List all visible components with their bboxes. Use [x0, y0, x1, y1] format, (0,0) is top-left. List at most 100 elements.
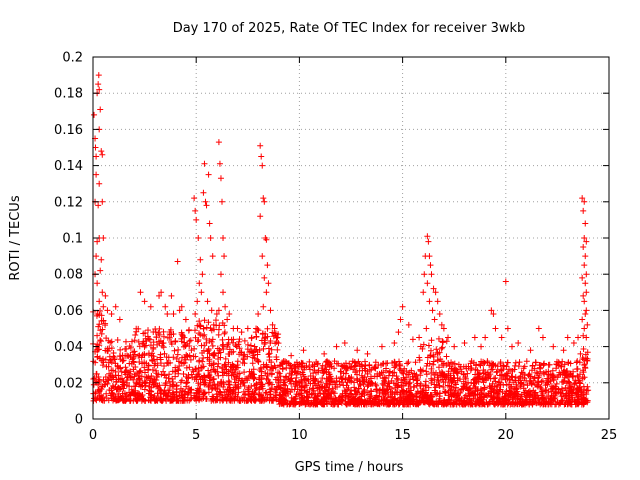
data-point [91, 111, 98, 118]
data-point-dense [200, 363, 207, 370]
data-point-dense [298, 384, 305, 391]
data-point-dense [172, 338, 179, 345]
data-point-dense [465, 386, 472, 393]
data-point-dense [255, 376, 262, 383]
data-point-dense [447, 387, 454, 394]
data-point [147, 303, 154, 310]
data-point-dense [231, 376, 238, 383]
data-point-dense [206, 337, 213, 344]
data-point [354, 347, 361, 354]
data-point-dense [386, 368, 393, 375]
data-point [99, 289, 106, 296]
data-point-dense [524, 392, 531, 399]
data-point-dense [281, 386, 288, 393]
data-point-dense [470, 385, 477, 392]
data-point [202, 198, 209, 205]
data-point-dense [251, 355, 258, 362]
data-point-dense [344, 386, 351, 393]
data-point-dense [241, 360, 248, 367]
data-point-dense [97, 307, 104, 314]
data-point-dense [264, 325, 271, 332]
data-point-dense [225, 339, 232, 346]
data-point-dense [142, 342, 149, 349]
data-point-dense [230, 348, 237, 355]
data-point [581, 262, 588, 269]
data-point-dense [105, 363, 112, 370]
data-point-dense [491, 383, 498, 390]
data-point-dense [574, 365, 581, 372]
data-point [257, 142, 264, 149]
y-tick-label: 0.02 [54, 376, 83, 391]
data-point-dense [528, 367, 535, 374]
data-point-dense [169, 381, 176, 388]
data-point [580, 292, 587, 299]
data-point-dense [568, 401, 575, 408]
data-point-dense [234, 362, 241, 369]
data-point [260, 303, 267, 310]
data-point-dense [298, 396, 305, 403]
data-point-dense [110, 384, 117, 391]
data-point-dense [479, 394, 486, 401]
data-point [579, 195, 586, 202]
data-point-dense [449, 361, 456, 368]
data-point [445, 334, 452, 341]
data-point-dense [505, 391, 512, 398]
data-point-dense [268, 371, 275, 378]
data-point-dense [391, 369, 398, 376]
data-point-dense [561, 401, 568, 408]
data-point-dense [318, 400, 325, 407]
data-point-dense [446, 396, 453, 403]
data-point-dense [183, 379, 190, 386]
data-point-dense [285, 360, 292, 367]
data-point-dense [438, 358, 445, 365]
data-point-dense [273, 353, 280, 360]
data-point-dense [342, 376, 349, 383]
data-point-dense [127, 397, 134, 404]
data-point-dense [219, 342, 226, 349]
data-point [194, 298, 201, 305]
data-point-dense [153, 383, 160, 390]
data-point-dense [210, 382, 217, 389]
data-point-dense [409, 373, 416, 380]
data-point-dense [452, 384, 459, 391]
data-point-dense [531, 375, 538, 382]
data-point-dense [244, 353, 251, 360]
data-point-dense [380, 394, 387, 401]
data-point [96, 86, 103, 93]
data-point [93, 253, 100, 260]
data-point [478, 343, 485, 350]
data-point-dense [272, 394, 279, 401]
data-point-dense [280, 381, 287, 388]
data-point-dense [309, 380, 316, 387]
data-point-dense [145, 362, 152, 369]
data-point [196, 280, 203, 287]
data-point-dense [201, 390, 208, 397]
data-point-dense [119, 352, 126, 359]
data-point-dense [565, 397, 572, 404]
data-point-dense [265, 345, 272, 352]
data-point [112, 303, 119, 310]
data-point [259, 162, 266, 169]
data-point-dense [381, 387, 388, 394]
data-point-dense [341, 387, 348, 394]
data-point [515, 339, 522, 346]
data-point-dense [362, 400, 369, 407]
data-point-dense [391, 400, 398, 407]
data-point-dense [562, 400, 569, 407]
data-point-dense [288, 372, 295, 379]
data-point [162, 303, 169, 310]
data-point-dense [564, 373, 571, 380]
data-point-dense [205, 367, 212, 374]
data-point-dense [347, 364, 354, 371]
data-point-dense [484, 369, 491, 376]
data-point-dense [445, 400, 452, 407]
data-point-dense [94, 354, 101, 361]
data-point-dense [559, 358, 566, 365]
data-point-dense [223, 393, 230, 400]
data-point-dense [515, 363, 522, 370]
data-point-dense [205, 347, 212, 354]
data-point-dense [432, 389, 439, 396]
data-point-dense [481, 359, 488, 366]
data-point-dense [581, 374, 588, 381]
data-point-dense [245, 388, 252, 395]
